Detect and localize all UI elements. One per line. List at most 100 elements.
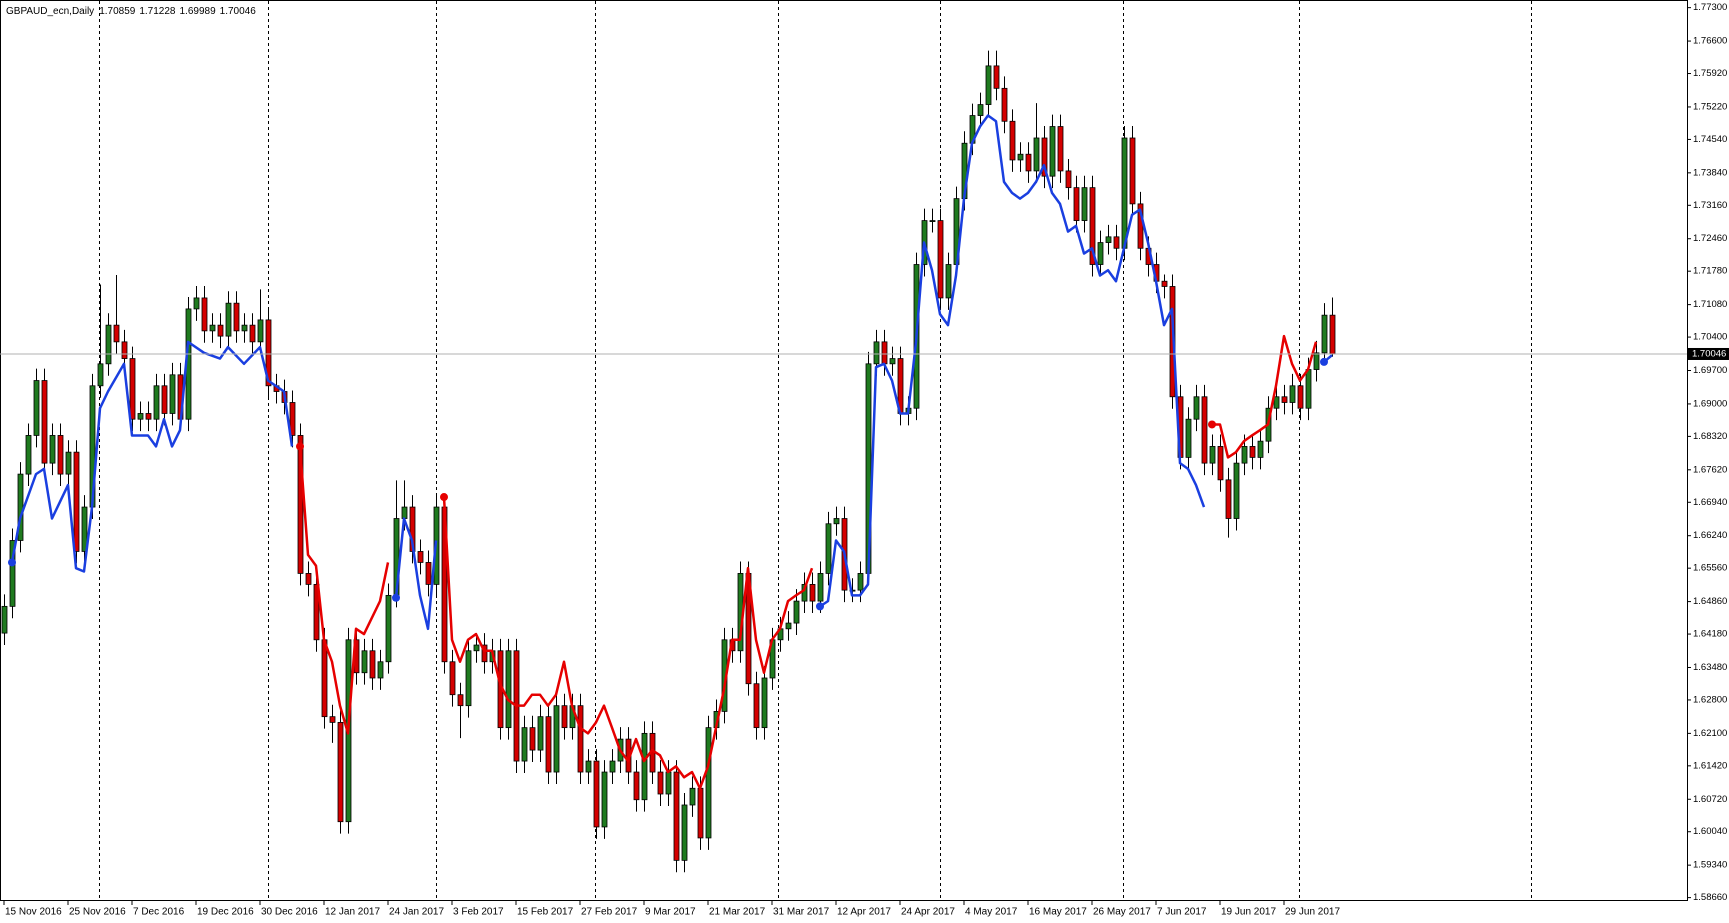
candle-body xyxy=(889,358,896,365)
candle-body xyxy=(33,380,40,436)
candle-body xyxy=(937,220,944,299)
candle-body xyxy=(553,705,560,773)
y-tick-label: 1.66240 xyxy=(1693,530,1727,541)
candle-body xyxy=(369,650,376,679)
candle-body xyxy=(193,297,200,310)
candle-body xyxy=(249,324,256,343)
candle-body xyxy=(633,771,640,801)
candle-body xyxy=(73,451,80,552)
y-tick-label: 1.62100 xyxy=(1693,728,1727,739)
x-tick-label: 21 Mar 2017 xyxy=(709,907,766,918)
candle-body xyxy=(225,302,232,337)
candle-body xyxy=(609,760,616,773)
x-tick-label: 3 Feb 2017 xyxy=(453,907,504,918)
candle-body xyxy=(417,551,424,563)
candle-body xyxy=(1209,446,1216,464)
x-tick-label: 7 Dec 2016 xyxy=(133,907,185,918)
header-high: 1.71228 xyxy=(139,6,176,17)
y-tick-label: 1.59340 xyxy=(1693,860,1727,871)
candle-body xyxy=(1217,446,1224,481)
candle-body xyxy=(113,324,120,343)
candle-body xyxy=(833,518,840,525)
candle-body xyxy=(257,319,264,343)
current-price-label: 1.70046 xyxy=(1692,348,1726,359)
candle-body xyxy=(881,341,888,365)
candle-body xyxy=(313,584,320,641)
indicator-line xyxy=(298,446,390,735)
candle-body xyxy=(993,65,1000,89)
candle-body xyxy=(1,605,8,634)
candle-body xyxy=(1025,153,1032,172)
candle-body xyxy=(337,721,344,823)
header-open: 1.70859 xyxy=(99,6,136,17)
chart-title: GBPAUD_ecn,Daily xyxy=(6,6,94,17)
y-tick-label: 1.75920 xyxy=(1693,68,1727,79)
header-close: 1.70046 xyxy=(220,6,257,17)
y-tick-label: 1.76600 xyxy=(1693,36,1727,47)
candle-body xyxy=(1201,396,1208,464)
candle-body xyxy=(305,573,312,585)
candle-body xyxy=(233,302,240,332)
candle-body xyxy=(137,413,144,420)
y-tick-label: 1.68320 xyxy=(1693,431,1727,442)
x-tick-label: 29 Jun 2017 xyxy=(1285,907,1340,918)
x-tick-label: 16 May 2017 xyxy=(1029,907,1087,918)
candle-body xyxy=(1049,126,1056,177)
header-low: 1.69989 xyxy=(180,6,217,17)
x-tick-label: 27 Feb 2017 xyxy=(581,907,638,918)
candle-body xyxy=(41,380,48,464)
indicator-line xyxy=(819,114,1206,608)
candle-body xyxy=(1329,314,1336,355)
candle-body xyxy=(1161,280,1168,287)
y-tick-label: 1.66940 xyxy=(1693,497,1727,508)
candle-body xyxy=(785,622,792,630)
y-tick-label: 1.58660 xyxy=(1693,892,1727,903)
candle-body xyxy=(1097,242,1104,265)
candle-body xyxy=(129,358,136,420)
indicator-line xyxy=(394,517,438,631)
y-tick-label: 1.69000 xyxy=(1693,398,1727,409)
candle-body xyxy=(929,220,936,222)
y-tick-label: 1.73840 xyxy=(1693,167,1727,178)
candle-body xyxy=(545,716,552,773)
candle-body xyxy=(577,705,584,773)
candle-body xyxy=(1225,479,1232,519)
chart-header: GBPAUD_ecn,Daily 1.70859 1.71228 1.69989 1.7… xyxy=(6,6,256,17)
candle-body xyxy=(561,705,568,729)
candle-body xyxy=(601,771,608,828)
candle-body xyxy=(1281,396,1288,403)
y-tick-label: 1.67620 xyxy=(1693,464,1727,475)
x-tick-label: 19 Jun 2017 xyxy=(1221,907,1276,918)
y-tick-label: 1.72460 xyxy=(1693,233,1727,244)
candle-body xyxy=(217,324,224,337)
y-tick-label: 1.62800 xyxy=(1693,694,1727,705)
candle-body xyxy=(873,341,880,365)
x-tick-label: 9 Mar 2017 xyxy=(645,907,696,918)
current-price-box xyxy=(1688,347,1729,360)
candle-body xyxy=(1017,153,1024,161)
candles xyxy=(1,50,1336,873)
candle-body xyxy=(825,523,832,574)
candle-body xyxy=(473,644,480,652)
x-tick-label: 19 Dec 2016 xyxy=(197,907,254,918)
candle-body xyxy=(465,650,472,707)
candle-body xyxy=(385,594,392,663)
indicator-dot xyxy=(816,602,824,611)
x-tick-label: 24 Apr 2017 xyxy=(901,907,955,918)
candle-body xyxy=(641,732,648,801)
indicator-dot xyxy=(440,493,448,502)
candle-body xyxy=(289,402,296,436)
candle-body xyxy=(377,661,384,679)
candle-body xyxy=(673,771,680,861)
x-tick-label: 12 Jan 2017 xyxy=(325,907,380,918)
y-tick-label: 1.71080 xyxy=(1693,299,1727,310)
y-tick-label: 1.71780 xyxy=(1693,266,1727,277)
x-tick-label: 15 Nov 2016 xyxy=(5,907,62,918)
candle-body xyxy=(945,264,952,299)
candle-body xyxy=(1249,446,1256,458)
candle-body xyxy=(481,644,488,663)
y-tick-label: 1.74540 xyxy=(1693,134,1727,145)
candle-body xyxy=(585,760,592,773)
candle-body xyxy=(809,584,816,602)
candle-body xyxy=(681,804,688,861)
